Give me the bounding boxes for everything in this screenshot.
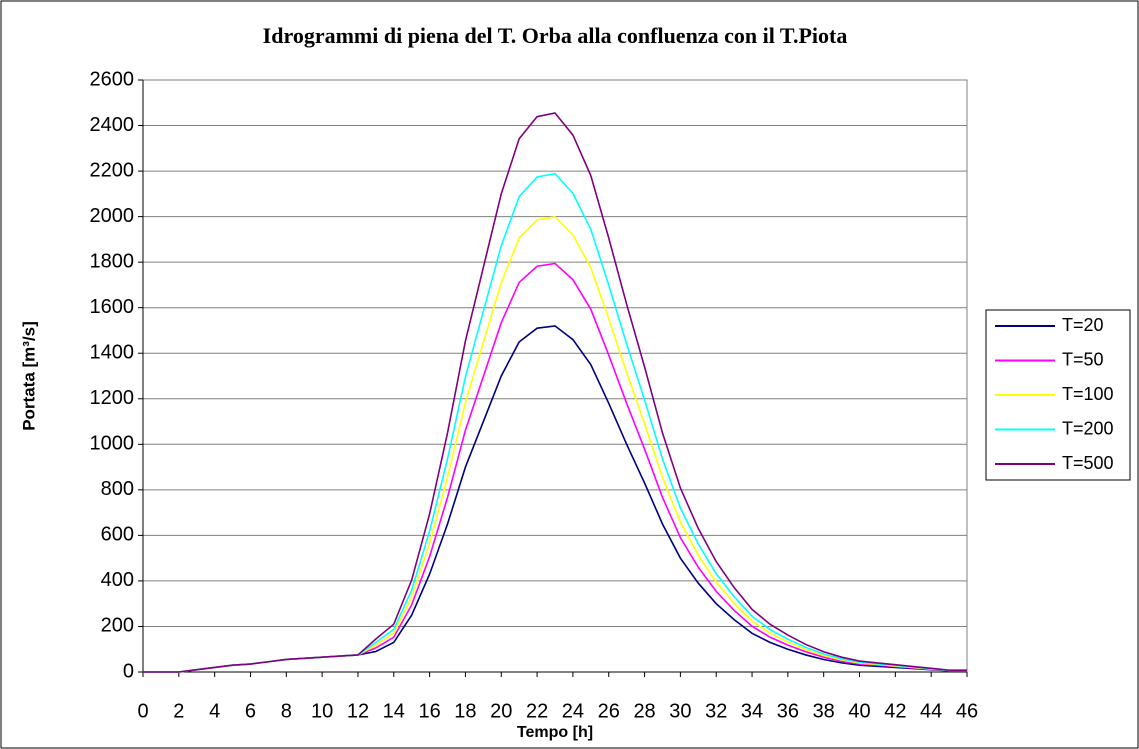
data-line	[143, 112, 967, 673]
y-tick-label: 400	[101, 569, 134, 591]
y-tick-label: 1600	[90, 296, 135, 318]
x-tick-label: 44	[920, 700, 942, 722]
y-tick-label: 2000	[90, 205, 135, 227]
y-tick-label: 0	[123, 660, 134, 682]
legend-label: T=500	[1062, 453, 1114, 473]
x-tick-label: 18	[454, 700, 476, 722]
plot-area	[142, 79, 968, 673]
x-tick-label: 10	[311, 700, 333, 722]
x-tick-label: 12	[347, 700, 369, 722]
y-tick-label: 800	[101, 478, 134, 500]
chart-title: Idrogrammi di piena del T. Orba alla con…	[263, 23, 848, 48]
x-tick-label: 42	[884, 700, 906, 722]
x-tick-label: 34	[741, 700, 763, 722]
y-tick-label: 2400	[90, 114, 135, 136]
y-tick-label: 200	[101, 615, 134, 637]
y-tick-label: 1200	[90, 387, 135, 409]
x-tick-label: 26	[598, 700, 620, 722]
x-tick-label: 38	[813, 700, 835, 722]
y-tick-label: 1800	[90, 250, 135, 272]
y-tick-label: 2600	[90, 68, 135, 90]
x-tick-label: 14	[383, 700, 405, 722]
x-tick-label: 24	[562, 700, 584, 722]
legend-label: T=20	[1062, 315, 1104, 335]
x-tick-label: 30	[669, 700, 691, 722]
y-tick-label: 2200	[90, 159, 135, 181]
legend-label: T=50	[1062, 349, 1104, 369]
y-tick-label: 1000	[90, 433, 135, 455]
x-tick-label: 16	[418, 700, 440, 722]
y-tick-label: 600	[101, 524, 134, 546]
x-tick-label: 8	[281, 700, 292, 722]
x-tick-label: 4	[209, 700, 220, 722]
x-tick-label: 0	[137, 700, 148, 722]
x-tick-label: 36	[777, 700, 799, 722]
y-tick-label: 1400	[90, 342, 135, 364]
legend-label: T=200	[1062, 418, 1114, 438]
x-tick-label: 20	[490, 700, 512, 722]
x-tick-label: 46	[956, 700, 978, 722]
x-tick-label: 22	[526, 700, 548, 722]
x-axis-label: Tempo [h]	[517, 724, 593, 741]
x-tick-label: 32	[705, 700, 727, 722]
x-tick-label: 28	[633, 700, 655, 722]
x-tick-label: 40	[848, 700, 870, 722]
x-tick-label: 2	[173, 700, 184, 722]
y-axis-label: Portata [m³/s]	[19, 321, 38, 431]
x-tick-label: 6	[245, 700, 256, 722]
legend-label: T=100	[1062, 384, 1114, 404]
